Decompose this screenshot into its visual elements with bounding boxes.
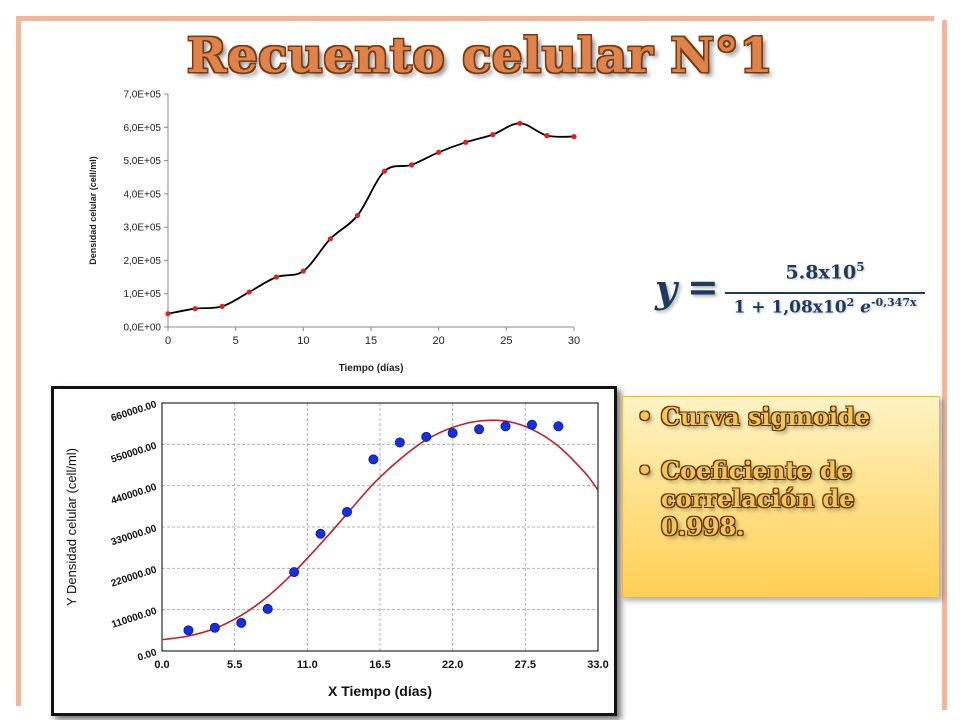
regression-plot-window: 0.0 5.5 11.0 16.5 22.0 27.5 33.0 0.00 110000.00 2… [51, 386, 617, 716]
notes-list: • Curva sigmoide • Coeficiente de correlac… [623, 397, 939, 541]
x-axis-title: X Tiempo (días) [328, 683, 432, 699]
frame-right-border [942, 20, 947, 710]
slide-title: Recuento celular N°1 [186, 28, 774, 84]
observed-point [315, 528, 326, 539]
frame-top-border [16, 16, 934, 21]
sigmoid-equation: y = 5.8x105 1 + 1,08x102 e-0,347x [655, 258, 935, 328]
observed-point [526, 419, 537, 430]
y-tick-label: 220000.00 [110, 564, 159, 589]
excel-growth-chart: 0,0E+00 1,0E+05 2,0E+05 3,0E+05 4,0E+05 5,0E+… [88, 90, 580, 375]
observed-point [209, 622, 220, 633]
observed-point [341, 506, 352, 517]
note-item-sigmoid: • Curva sigmoide [635, 403, 929, 431]
x-tick-label: 5 [233, 335, 239, 347]
bullet-marker: • [637, 402, 653, 431]
x-tick-label: 20 [433, 335, 445, 347]
y-tick-label: 110000.00 [110, 606, 158, 631]
denominator-exp: 2 [846, 296, 855, 309]
data-point [246, 289, 252, 295]
data-point [327, 236, 333, 242]
x-tick-label: 0.0 [154, 659, 169, 671]
observed-point [262, 603, 273, 614]
y-tick-label: 4,0E+05 [123, 189, 161, 200]
equation-numerator: 5.8x105 [725, 260, 925, 283]
equation-equals: = [687, 264, 719, 309]
data-point [436, 149, 442, 155]
numerator-base: 5.8x10 [785, 261, 857, 284]
data-point [544, 133, 550, 139]
data-point [463, 139, 469, 145]
x-tick-label: 25 [500, 335, 512, 347]
fitted-curve [161, 419, 599, 641]
data-point [517, 120, 523, 126]
observed-point [421, 431, 432, 442]
observed-point [474, 424, 485, 435]
y-tick-label: 660000.00 [110, 399, 159, 424]
note-text: Curva sigmoide [661, 402, 871, 431]
numerator-exp: 5 [856, 260, 865, 274]
data-point [571, 134, 577, 140]
data-point [409, 162, 415, 168]
note-item-correlation: • Coeficiente de correlación de 0.998. [635, 457, 929, 541]
denominator-e: e [860, 297, 871, 318]
note-text: Coeficiente de correlación de 0.998. [661, 456, 855, 541]
observed-point [553, 421, 564, 432]
x-tick-label: 33.0 [587, 659, 608, 671]
observed-point [368, 454, 379, 465]
x-tick-label: 27.5 [515, 659, 536, 671]
plot-area-border [161, 402, 599, 652]
y-tick-label: 5,0E+05 [123, 156, 161, 167]
data-point [192, 306, 198, 312]
equation-fraction-bar [725, 292, 925, 294]
y-tick-label: 7,0E+05 [123, 90, 161, 101]
x-tick-label: 30 [568, 335, 580, 347]
equation-denominator: 1 + 1,08x102 e-0,347x [725, 296, 925, 318]
denominator-power: -0,347x [870, 296, 917, 309]
data-point [219, 303, 225, 309]
x-axis-title: Tiempo (días) [339, 363, 404, 374]
equation-lhs: y [655, 266, 678, 311]
x-tick-label: 11.0 [297, 659, 318, 671]
x-tick-label: 22.0 [442, 659, 463, 671]
x-tick-label: 16.5 [369, 659, 390, 671]
observed-point [500, 421, 511, 432]
y-tick-label: 330000.00 [110, 523, 159, 548]
y-tick-label: 2,0E+05 [123, 256, 161, 267]
regression-scatter-chart: 0.0 5.5 11.0 16.5 22.0 27.5 33.00.00110000.002… [64, 399, 609, 699]
y-tick-label: 0,0E+00 [123, 323, 161, 334]
denominator-base: 1 + 1,08x10 [733, 297, 847, 318]
data-point [490, 132, 496, 138]
y-tick-label: 6,0E+05 [123, 123, 161, 134]
y-tick-label: 1,0E+05 [123, 289, 161, 300]
data-point [273, 274, 279, 280]
y-tick-label: 550000.00 [110, 440, 159, 465]
x-tick-label: 5.5 [227, 659, 242, 671]
observed-point [447, 428, 458, 439]
bullet-marker: • [637, 456, 653, 485]
observed-point [183, 625, 194, 636]
observed-point [236, 617, 247, 628]
y-axis-title: Y Densidad celular (cell/ml) [64, 448, 79, 606]
data-point [354, 212, 361, 219]
data-point [165, 311, 171, 317]
x-tick-label: 10 [297, 335, 309, 347]
y-axis-title: Densidad celular (cell/ml) [88, 156, 98, 265]
notes-box: • Curva sigmoide • Coeficiente de correlac… [622, 396, 940, 598]
growth-series-line [167, 122, 575, 315]
data-point [300, 268, 306, 274]
y-tick-label: 3,0E+05 [123, 223, 161, 234]
x-tick-label: 0 [165, 335, 171, 347]
y-tick-label: 440000.00 [110, 482, 159, 507]
frame-left-border [16, 16, 21, 706]
observed-point [394, 437, 405, 448]
data-point [381, 168, 388, 174]
observed-point [289, 567, 300, 578]
x-tick-label: 15 [365, 335, 377, 347]
